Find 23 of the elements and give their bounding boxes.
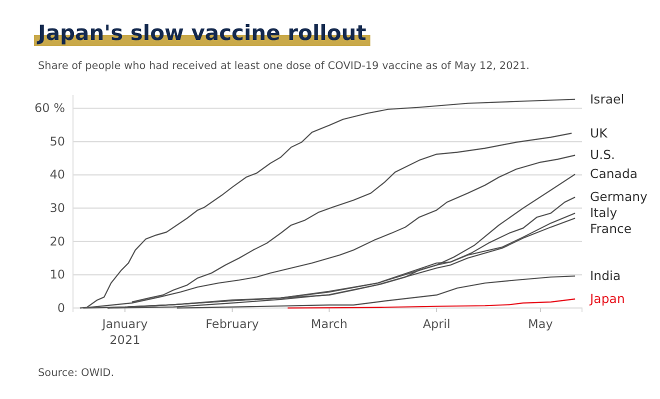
x-tick-label: March <box>310 317 348 331</box>
y-tick-label: 30 <box>50 200 65 215</box>
series-label: France <box>590 221 632 236</box>
y-tick-label: 60 % <box>34 101 65 116</box>
series-label: India <box>590 268 621 284</box>
source-note: Source: OWID. <box>38 367 114 379</box>
series-label: Canada <box>590 166 638 182</box>
series-label: Italy <box>590 205 618 220</box>
x-tick-label: May <box>528 317 553 331</box>
series-label: Israel <box>590 91 624 106</box>
series-label: U.S. <box>590 147 616 162</box>
y-tick-label: 40 <box>50 168 65 182</box>
y-tick-label: 50 <box>50 134 65 148</box>
series-label: Japan <box>589 291 625 306</box>
series-label: UK <box>590 125 608 140</box>
x-tick-label: January 2021 <box>101 317 148 347</box>
y-tick-label: 0 <box>57 300 65 315</box>
x-tick-label: February <box>206 317 259 331</box>
series-label: Germany <box>590 189 648 204</box>
y-tick-label: 10 <box>50 268 65 282</box>
chart-subtitle: Share of people who had received at least one dose of COVID-19 vaccine as of May 12, 2021. <box>38 60 530 72</box>
x-tick-label: April <box>422 317 450 331</box>
y-tick-label: 20 <box>50 234 65 248</box>
